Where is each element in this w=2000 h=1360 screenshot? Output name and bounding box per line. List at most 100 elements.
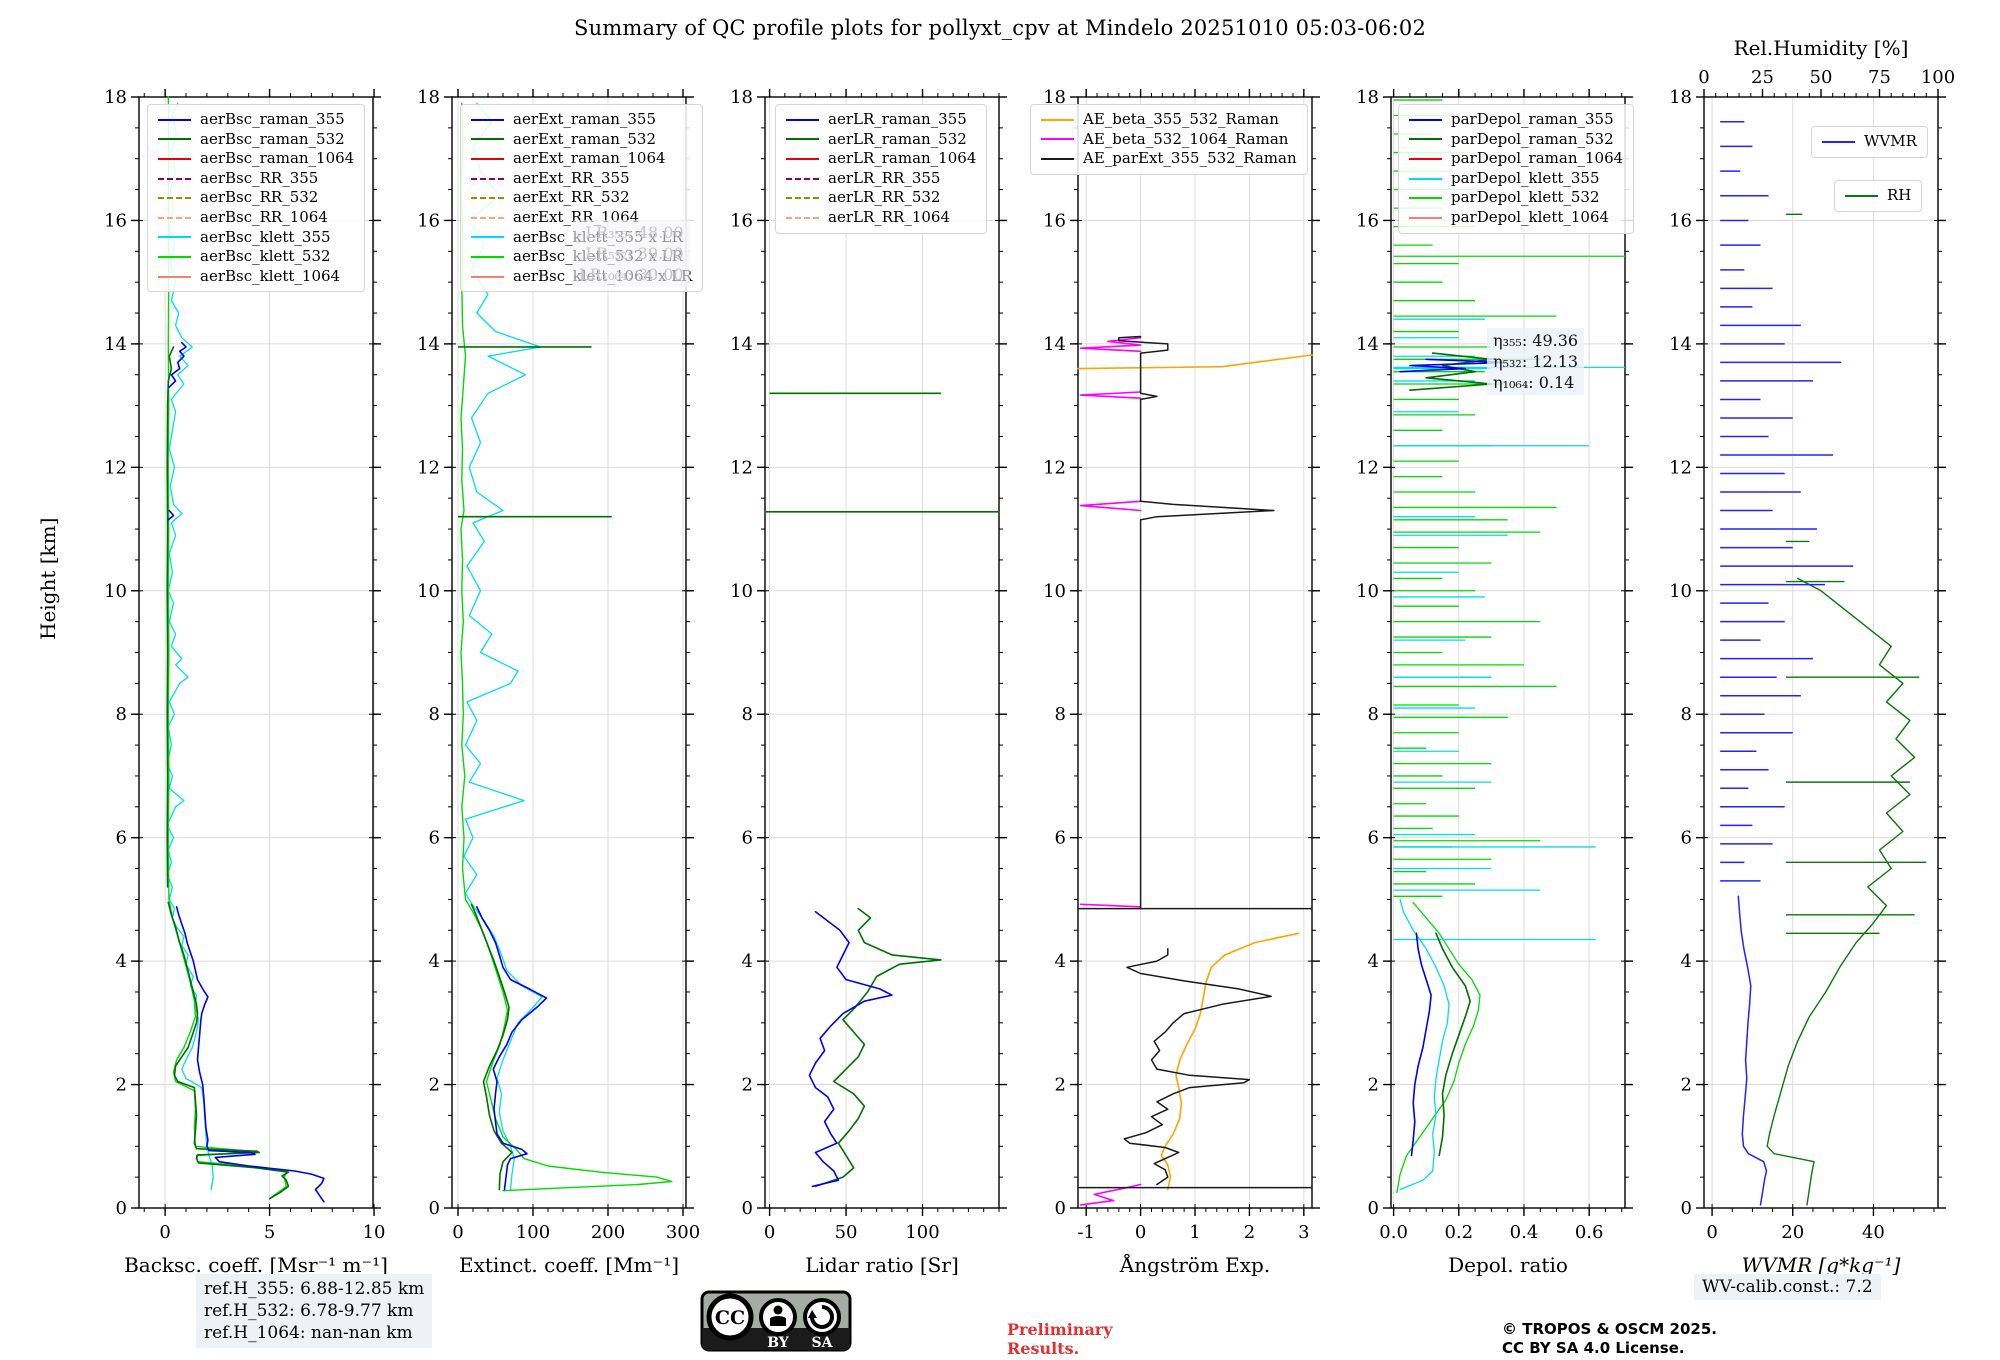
svg-text:Backsc. coeff. [Msr⁻¹ m⁻¹]: Backsc. coeff. [Msr⁻¹ m⁻¹] <box>124 1253 388 1277</box>
legend-line-sample <box>471 216 504 219</box>
legend-item: parDepol_klett_355 <box>1409 169 1623 189</box>
legend-item: aerLR_raman_355 <box>786 110 976 130</box>
legend-item: aerExt_raman_532 <box>471 130 692 150</box>
legend-label: aerLR_raman_532 <box>828 129 967 148</box>
svg-text:40: 40 <box>1862 1222 1885 1243</box>
legend-label: aerExt_raman_532 <box>513 129 656 148</box>
annotation-line: η₃₅₅: 49.36 <box>1493 331 1579 350</box>
eta-values-annotation: η₃₅₅: 49.36 η₅₃₂: 12.13 η₁₀₆₄: 0.14 <box>1487 328 1585 395</box>
svg-text:Depol. ratio: Depol. ratio <box>1448 1253 1568 1277</box>
svg-text:8: 8 <box>1368 704 1379 725</box>
svg-text:6: 6 <box>1055 828 1066 849</box>
legend-line-sample <box>1409 138 1442 141</box>
svg-text:Rel.Humidity [%]: Rel.Humidity [%] <box>1734 36 1909 60</box>
svg-text:Extinct. coeff. [Mm⁻¹]: Extinct. coeff. [Mm⁻¹] <box>459 1253 679 1277</box>
legend-label: aerLR_RR_355 <box>828 168 941 187</box>
legend-line-sample <box>158 197 191 200</box>
legend-line-sample <box>158 177 191 180</box>
legend-label: parDepol_klett_532 <box>1451 188 1600 207</box>
svg-text:6: 6 <box>1681 828 1692 849</box>
svg-text:6: 6 <box>429 828 440 849</box>
legend-label: aerBsc_raman_532 <box>200 129 345 148</box>
legend-item: AE_parExt_355_532_Raman <box>1041 149 1297 169</box>
cc-icon <box>706 1293 754 1341</box>
legend-line-sample <box>1409 177 1442 180</box>
legend-item: aerBsc_klett_355 <box>158 228 354 248</box>
svg-text:14: 14 <box>1356 334 1379 355</box>
legend-box: WVMR <box>1811 126 1928 158</box>
legend-label: parDepol_klett_355 <box>1451 168 1600 187</box>
svg-text:100: 100 <box>516 1222 550 1243</box>
svg-text:75: 75 <box>1868 67 1891 88</box>
legend-line-sample <box>158 138 191 141</box>
svg-text:10: 10 <box>1669 581 1692 602</box>
cc-by-sa-badge: CC BY SA <box>700 1290 852 1356</box>
svg-text:12: 12 <box>1669 457 1692 478</box>
legend-line-sample <box>1041 138 1074 141</box>
legend-item: aerLR_raman_532 <box>786 130 976 150</box>
svg-text:18: 18 <box>1356 87 1379 108</box>
legend-label: aerLR_RR_1064 <box>828 207 951 226</box>
legend-item: aerExt_raman_1064 <box>471 149 692 169</box>
legend-label: aerBsc_klett_532 <box>200 247 331 266</box>
legend-item: parDepol_klett_1064 <box>1409 208 1623 228</box>
legend-item: aerExt_RR_355 <box>471 169 692 189</box>
svg-text:0: 0 <box>1681 1198 1692 1219</box>
svg-text:0.6: 0.6 <box>1575 1222 1604 1243</box>
legend-line-sample <box>786 118 819 121</box>
legend-line-sample <box>471 197 504 200</box>
legend-label: AE_parExt_355_532_Raman <box>1083 149 1297 168</box>
svg-text:16: 16 <box>1356 210 1379 231</box>
annotation-line: η₅₃₂: 12.13 <box>1493 352 1579 371</box>
legend-box: aerBsc_raman_355 aerBsc_raman_532 aerBsc_r… <box>147 104 366 293</box>
svg-text:2: 2 <box>429 1075 440 1096</box>
svg-text:0: 0 <box>429 1198 440 1219</box>
legend-label: RH <box>1887 186 1912 204</box>
svg-text:16: 16 <box>104 210 127 231</box>
svg-text:10: 10 <box>1043 581 1066 602</box>
legend-label: aerExt_raman_1064 <box>513 149 666 168</box>
svg-text:0: 0 <box>764 1222 775 1243</box>
svg-text:100: 100 <box>1921 67 1955 88</box>
legend-label: parDepol_raman_1064 <box>1451 149 1624 168</box>
legend-line-sample <box>471 255 504 258</box>
legend-line-sample <box>1845 194 1878 197</box>
svg-text:6: 6 <box>116 828 127 849</box>
svg-text:8: 8 <box>1681 704 1692 725</box>
svg-text:4: 4 <box>116 951 127 972</box>
svg-text:4: 4 <box>1055 951 1066 972</box>
legend-line-sample <box>158 275 191 278</box>
svg-text:18: 18 <box>1043 87 1066 108</box>
svg-text:0: 0 <box>742 1198 753 1219</box>
svg-text:18: 18 <box>417 87 440 108</box>
svg-text:8: 8 <box>742 704 753 725</box>
legend-line-sample <box>471 275 504 278</box>
svg-text:300: 300 <box>666 1222 700 1243</box>
legend-label: aerBsc_raman_1064 <box>200 149 355 168</box>
svg-text:0: 0 <box>1698 67 1709 88</box>
legend-line-sample <box>158 118 191 121</box>
annotation-line: LR₁₀₆₄: 30.00 <box>579 265 684 284</box>
svg-text:2: 2 <box>1055 1075 1066 1096</box>
legend-box: aerLR_raman_355 aerLR_raman_532 aerLR_rama… <box>775 104 988 234</box>
legend-item: aerBsc_RR_1064 <box>158 208 354 228</box>
legend-item: aerBsc_raman_1064 <box>158 149 354 169</box>
svg-text:10: 10 <box>363 1222 386 1243</box>
svg-text:4: 4 <box>1681 951 1692 972</box>
legend-item: parDepol_klett_532 <box>1409 188 1623 208</box>
svg-text:16: 16 <box>417 210 440 231</box>
legend-item: aerBsc_RR_355 <box>158 169 354 189</box>
refheight-annotation: ref.H_355: 6.88-12.85 km ref.H_532: 6.78… <box>196 1274 433 1348</box>
svg-text:0.0: 0.0 <box>1379 1222 1408 1243</box>
svg-text:16: 16 <box>730 210 753 231</box>
legend-label: aerLR_raman_1064 <box>828 149 977 168</box>
legend-item: aerLR_RR_532 <box>786 188 976 208</box>
svg-text:16: 16 <box>1669 210 1692 231</box>
legend-label: AE_beta_355_532_Raman <box>1083 110 1279 128</box>
svg-text:10: 10 <box>417 581 440 602</box>
legend-line-sample <box>786 177 819 180</box>
legend-line-sample <box>1822 140 1855 143</box>
svg-text:0: 0 <box>452 1222 463 1243</box>
